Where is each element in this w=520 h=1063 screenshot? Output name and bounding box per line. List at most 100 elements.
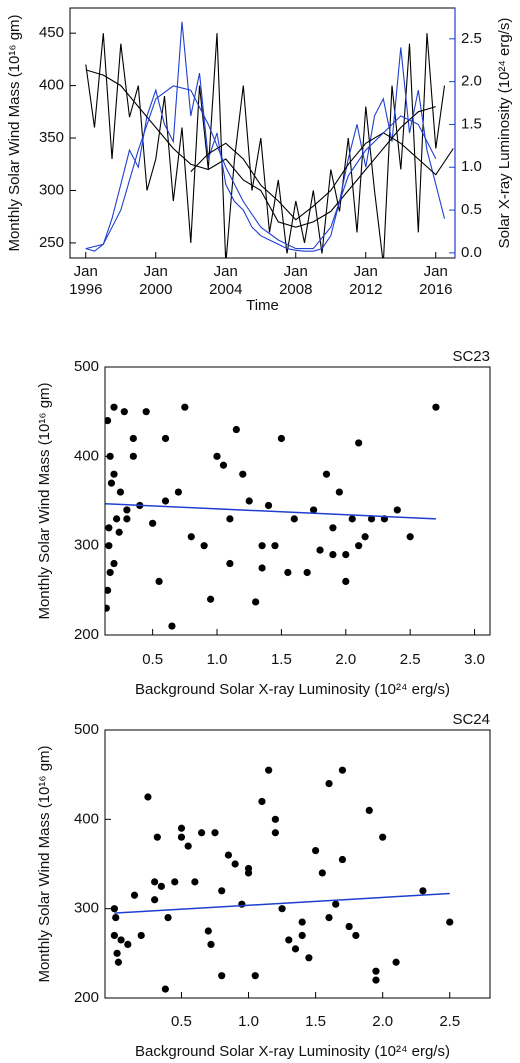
- point: [258, 797, 266, 806]
- point: [226, 559, 234, 568]
- point: [177, 833, 186, 841]
- point: [164, 914, 172, 922]
- point: [338, 855, 347, 864]
- x-tick-label: 2.5: [439, 1013, 460, 1030]
- point: [239, 470, 247, 478]
- point: [157, 882, 165, 890]
- x-tick-label: 2.0: [372, 1013, 393, 1030]
- line-series: [85, 85, 437, 250]
- plot-area: [105, 403, 440, 630]
- y2-axis-label: Solar X-ray Luminosity (10²⁴ erg/s): [496, 18, 513, 249]
- fit-line: [114, 892, 450, 914]
- point: [231, 860, 239, 868]
- point: [392, 958, 400, 966]
- frame: [104, 366, 491, 636]
- point: [365, 806, 373, 815]
- point: [105, 586, 112, 594]
- point: [226, 515, 234, 523]
- point: [211, 829, 219, 837]
- point: [367, 515, 376, 523]
- point: [153, 833, 161, 841]
- point: [124, 940, 132, 949]
- point: [355, 542, 363, 550]
- point: [329, 524, 337, 532]
- point: [130, 891, 139, 899]
- point: [112, 914, 120, 922]
- line-series: [190, 132, 454, 221]
- point: [110, 470, 118, 478]
- x-axis-label: Background Solar X-ray Luminosity (10²⁴ …: [135, 681, 450, 698]
- y-tick-label: 250: [39, 234, 64, 251]
- y-tick-label: 400: [39, 77, 64, 94]
- point: [204, 927, 212, 935]
- point: [372, 967, 380, 975]
- point: [303, 568, 311, 577]
- point: [252, 598, 260, 606]
- point: [291, 945, 300, 953]
- point: [218, 972, 226, 980]
- point: [161, 497, 170, 505]
- point: [285, 936, 293, 944]
- point: [144, 793, 152, 801]
- point: [322, 470, 331, 478]
- point: [271, 829, 279, 837]
- point: [113, 949, 121, 957]
- x-tick-label: Jan 2000: [139, 263, 172, 298]
- point: [110, 931, 118, 940]
- point: [219, 461, 228, 469]
- point: [342, 577, 350, 586]
- point: [177, 824, 186, 832]
- point: [355, 439, 363, 447]
- point: [200, 542, 208, 550]
- line-series: [85, 21, 446, 252]
- point: [332, 900, 340, 908]
- point: [105, 604, 110, 612]
- x-tick-label: Jan 2004: [209, 263, 242, 298]
- x-tick-label: 1.5: [305, 1013, 326, 1030]
- point: [151, 896, 159, 904]
- point: [338, 766, 347, 774]
- point: [174, 488, 182, 496]
- point: [372, 976, 380, 984]
- x-tick-label: Jan 2012: [349, 263, 382, 298]
- x-tick-label: 0.5: [171, 1013, 192, 1030]
- y2-tick-label: 1.5: [461, 115, 482, 132]
- point: [105, 417, 112, 425]
- point: [406, 533, 414, 541]
- point: [184, 842, 192, 850]
- point: [117, 936, 125, 944]
- point: [161, 434, 170, 443]
- point: [312, 847, 320, 855]
- point: [309, 506, 318, 514]
- point: [232, 425, 240, 434]
- x-tick-label: Jan 2016: [419, 263, 452, 298]
- y-axis-label: Monthly Solar Wind Mass (10¹⁶ gm): [36, 745, 53, 982]
- point: [258, 564, 266, 572]
- y-tick-label: 350: [39, 129, 64, 146]
- point: [251, 972, 259, 980]
- point: [114, 958, 123, 966]
- point: [318, 869, 326, 877]
- point: [181, 403, 189, 411]
- point: [258, 542, 266, 550]
- y2-tick-label: 0.5: [461, 201, 482, 218]
- x-tick-label: 1.0: [238, 1013, 259, 1030]
- x-tick-label: 0.5: [142, 651, 163, 668]
- point: [116, 488, 125, 496]
- point: [305, 954, 313, 962]
- y-tick-label: 300: [39, 181, 64, 198]
- y2-tick-label: 2.5: [461, 30, 482, 47]
- point: [419, 887, 427, 895]
- y-tick-label: 400: [74, 447, 99, 464]
- point: [379, 833, 387, 841]
- point: [335, 488, 343, 496]
- plot-area: [110, 766, 454, 993]
- x-tick-label: Jan 2008: [279, 263, 312, 298]
- point: [110, 559, 118, 568]
- point: [393, 506, 401, 514]
- point: [224, 851, 233, 859]
- point: [110, 905, 118, 913]
- point: [155, 577, 163, 586]
- point: [244, 869, 253, 877]
- y-tick-label: 500: [74, 721, 99, 738]
